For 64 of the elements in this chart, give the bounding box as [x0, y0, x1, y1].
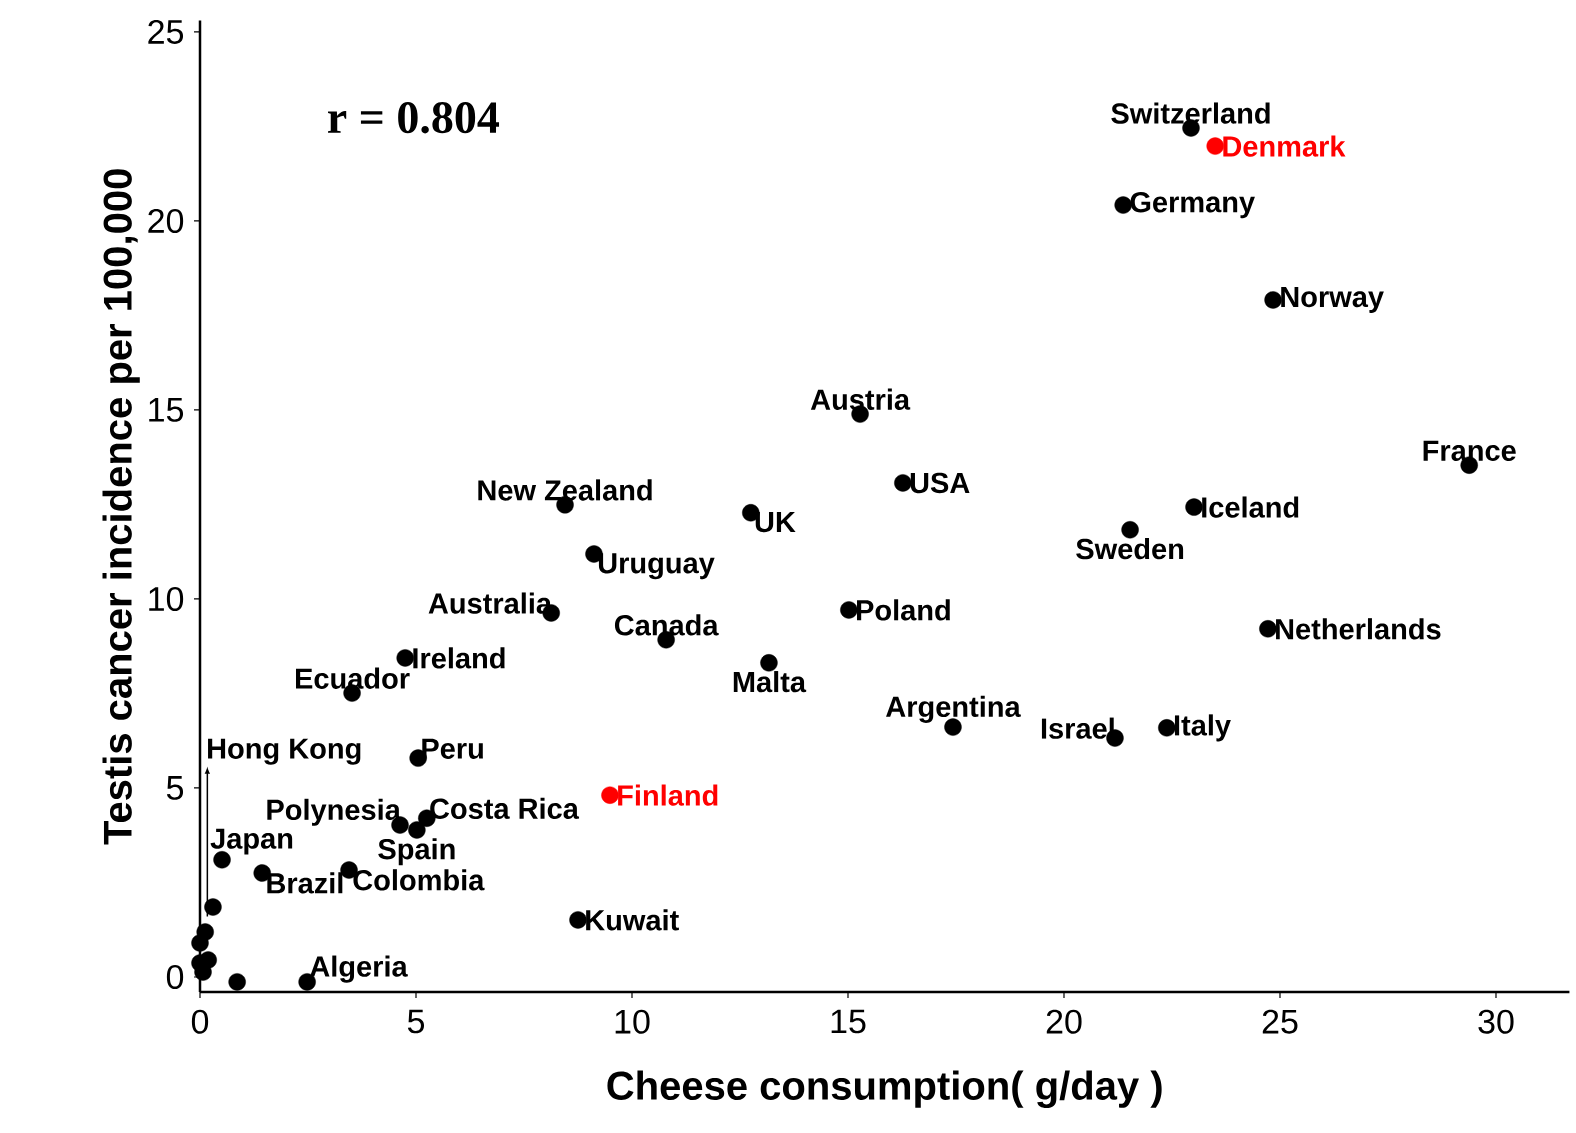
series-label: Finland	[618, 784, 718, 806]
series-label: Algeria	[310, 955, 408, 983]
x-axis-title: Cheese consumption( g/day )	[607, 1070, 1162, 1109]
series-label: Iceland	[1202, 496, 1299, 518]
point	[1121, 521, 1139, 539]
y-tick-label: 20	[148, 208, 184, 233]
point	[228, 973, 246, 991]
series-label: Ecuador	[296, 667, 410, 689]
point	[1264, 291, 1282, 309]
series-label: Malta	[733, 671, 807, 693]
series-label: Switzerland	[1111, 102, 1270, 124]
series-label: Denmark	[1223, 135, 1346, 157]
point	[840, 601, 858, 619]
series-label: Uruguay	[598, 553, 715, 580]
point	[204, 898, 222, 916]
series-label: Ireland	[413, 647, 505, 669]
x-tick-label: 10	[615, 1009, 650, 1034]
y-tick-label: 0	[166, 964, 184, 990]
series-label: Norway	[1281, 286, 1384, 313]
series-label: Australia	[428, 592, 553, 614]
point	[1206, 137, 1224, 155]
y-tick-label: 5	[166, 776, 184, 800]
series-label: New Zealand	[478, 479, 652, 501]
x-tick-label: 20	[1046, 1009, 1082, 1034]
y-tick-label: 10	[149, 586, 184, 611]
series-label: Brazil	[267, 872, 343, 894]
series-label: Canada	[614, 614, 719, 636]
y-tick-label: 25	[148, 19, 184, 44]
annotation: Hong Kong	[208, 738, 361, 765]
point	[760, 654, 778, 672]
point	[1185, 498, 1203, 516]
x-tick-label: 0	[191, 1009, 209, 1034]
series-label: Netherlands	[1276, 618, 1441, 640]
series-label: Costa Rica	[430, 797, 580, 820]
y-tick-label: 15	[149, 398, 184, 422]
series-label: Kuwait	[586, 909, 679, 931]
x-tick-label: 30	[1478, 1009, 1514, 1034]
series-label: UK	[755, 511, 796, 533]
point	[1158, 719, 1176, 737]
series-label: Israel	[1041, 717, 1114, 739]
series-label: Japan	[210, 828, 293, 855]
point	[601, 786, 619, 804]
series-label: Austria	[810, 388, 911, 410]
x-tick-label: 5	[407, 1009, 425, 1034]
point	[191, 934, 209, 952]
series-label: Peru	[422, 738, 483, 759]
series-label: Sweden	[1076, 537, 1184, 560]
point	[569, 911, 587, 929]
point	[396, 649, 414, 667]
point	[1259, 620, 1277, 638]
series-label: Poland	[857, 599, 950, 621]
series-label: Spain	[378, 838, 455, 866]
series-label: USA	[910, 472, 970, 494]
series-label: Germany	[1130, 191, 1255, 219]
series-label: Italy	[1174, 714, 1231, 742]
x-tick-label: 15	[831, 1009, 866, 1034]
y-axis-title: Testis cancer incidence per 100,000	[102, 169, 140, 845]
series-label: France	[1423, 440, 1516, 461]
x-tick-label: 25	[1262, 1009, 1298, 1034]
annotation: r = 0.804	[328, 102, 500, 134]
series-label: Colombia	[353, 869, 485, 891]
series-label: Argentina	[886, 695, 1021, 723]
point	[408, 821, 426, 839]
series-label: Polynesia	[267, 798, 401, 826]
